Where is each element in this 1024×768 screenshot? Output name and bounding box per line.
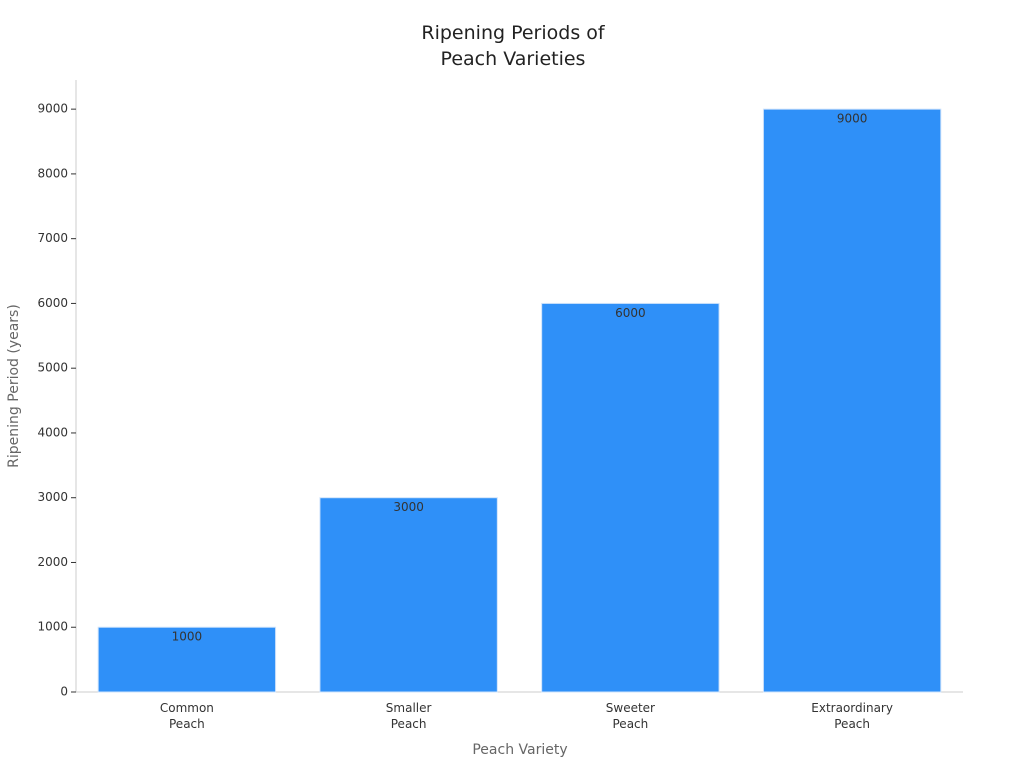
y-tick-label: 7000 [37, 231, 68, 245]
y-tick-label: 2000 [37, 555, 68, 569]
bar [319, 497, 498, 693]
value-label: 1000 [172, 630, 203, 644]
value-label: 9000 [837, 112, 868, 126]
y-axis-label: Ripening Period (years) [6, 304, 22, 468]
value-label: 6000 [615, 306, 646, 320]
bar [97, 626, 277, 693]
y-tick-label: 3000 [37, 490, 68, 504]
x-tick-label: Common Peach [160, 700, 214, 730]
bar [762, 108, 942, 693]
x-tick-label: Smaller Peach [386, 700, 432, 730]
y-tick-label: 6000 [37, 296, 68, 310]
y-tick-label: 9000 [37, 102, 68, 116]
y-tick-label: 8000 [37, 166, 68, 180]
y-tick-label: 0 [60, 685, 68, 699]
chart-title: Ripening Periods of Peach Varieties [421, 22, 606, 70]
y-tick-label: 5000 [37, 361, 68, 375]
bar [541, 302, 720, 693]
y-tick-label: 1000 [37, 620, 68, 634]
x-axis-label: Peach Variety [472, 742, 567, 758]
value-label: 3000 [393, 500, 424, 514]
x-tick-label: Sweeter Peach [606, 700, 655, 730]
x-tick-label: Extraordinary Peach [811, 700, 893, 730]
y-tick-label: 4000 [37, 425, 68, 439]
